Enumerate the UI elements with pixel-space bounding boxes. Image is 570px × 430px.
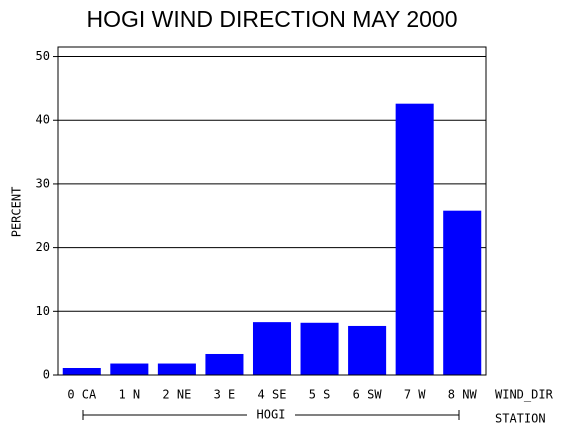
group-label-bg [247, 408, 295, 422]
bar [110, 363, 149, 375]
plot-frame [57, 46, 487, 376]
bar [62, 367, 101, 375]
x-tick-label: 0 CA [67, 388, 97, 402]
bar [300, 322, 339, 375]
x-tick-label: 1 N [118, 388, 140, 402]
x-tick-label: 4 SE [258, 388, 287, 402]
y-tick-label: 40 [36, 113, 50, 127]
bar [395, 103, 434, 375]
y-axis-label: PERCENT [10, 187, 24, 238]
y-tick-label: 20 [36, 240, 50, 254]
x-tick-label: 2 NE [162, 388, 191, 402]
x-tick-label: 8 NW [448, 388, 478, 402]
x-tick-label: 3 E [214, 388, 236, 402]
y-tick-label: 30 [36, 176, 50, 190]
y-tick-label: 10 [36, 304, 50, 318]
x-tick-label: 7 W [404, 388, 426, 402]
x-tick-label: 6 SW [353, 388, 383, 402]
bar [205, 353, 244, 375]
chart-title: HOGI WIND DIRECTION MAY 2000 [86, 6, 457, 32]
bar [252, 322, 292, 375]
bar [157, 363, 196, 375]
group-axis-label: STATION [495, 412, 546, 426]
group-label: HOGI [257, 408, 286, 422]
bar [443, 210, 482, 375]
bar [348, 325, 387, 375]
y-tick-label: 0 [43, 368, 50, 382]
x-axis-label: WIND_DIR [495, 388, 554, 402]
y-tick-label: 50 [36, 49, 50, 63]
x-tick-label: 5 S [309, 388, 331, 402]
